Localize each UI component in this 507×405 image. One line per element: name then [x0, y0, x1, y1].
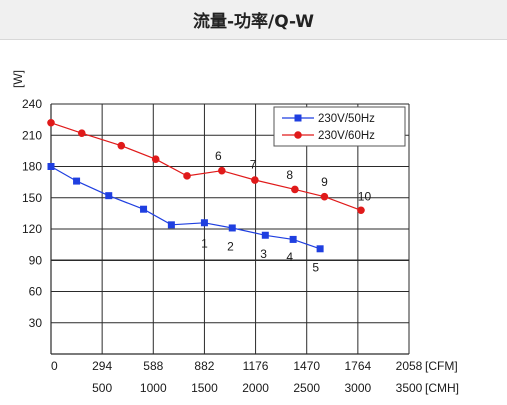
series-line-60hz — [50, 122, 362, 211]
x-tick-label-cfm: 882 — [194, 359, 214, 373]
point-number-label: 6 — [215, 149, 222, 163]
y-tick-label: 60 — [29, 285, 43, 299]
data-point-50hz — [316, 245, 324, 253]
x-tick-label-cmh: 2000 — [242, 381, 269, 395]
data-point-50hz — [140, 205, 148, 213]
point-number-label: 7 — [250, 157, 257, 171]
chart-title: 流量-功率/Q-W — [192, 12, 315, 32]
data-point-60hz — [320, 192, 329, 201]
legend-marker-50hz — [294, 114, 302, 122]
point-number-label: 8 — [286, 168, 293, 182]
x-tick-label-cmh: 500 — [92, 381, 112, 395]
data-point-50hz — [167, 221, 175, 229]
y-tick-label: 30 — [29, 316, 43, 330]
point-number-label: 2 — [227, 240, 234, 254]
y-tick-label: 150 — [22, 191, 42, 205]
legend-marker-60hz — [294, 131, 302, 139]
x-tick-label-cfm: 1176 — [243, 359, 269, 373]
y-axis-label: [W] — [11, 70, 25, 88]
data-point-50hz — [261, 231, 269, 239]
y-tick-label: 180 — [22, 160, 42, 174]
data-point-50hz — [105, 192, 113, 200]
x-tick-label-cmh: 2500 — [293, 381, 320, 395]
data-point-60hz — [251, 176, 259, 184]
data-point-60hz — [151, 155, 160, 164]
x-tick-label-cfm: 1764 — [345, 359, 372, 373]
point-number-label: 4 — [286, 250, 293, 264]
point-labels: 1 2 3 4 5 6 7 8 9 10 — [201, 149, 371, 274]
y-tick-label: 90 — [29, 253, 43, 267]
x-tick-label-cmh: 1500 — [191, 381, 218, 395]
data-point-50hz — [289, 235, 297, 243]
x-tick-label-cfm: 588 — [143, 359, 163, 373]
x-tick-label-cfm: 1470 — [293, 359, 320, 373]
x-tick-label-cmh: 3500 — [396, 381, 423, 395]
legend-label-60hz: 230V/60Hz — [318, 130, 375, 142]
x-unit-cmh: [CMH] — [425, 381, 459, 395]
data-point-50hz — [47, 163, 55, 170]
x-tick-label-cmh: 3000 — [345, 381, 372, 395]
legend: 230V/50Hz 230V/60Hz — [273, 106, 406, 147]
data-point-50hz — [73, 177, 81, 185]
data-point-60hz — [77, 129, 86, 137]
y-tick-label: 240 — [22, 97, 42, 111]
data-point-60hz — [218, 166, 226, 175]
x-unit-cfm: [CFM] — [425, 359, 458, 373]
y-tick-label: 210 — [22, 128, 42, 142]
data-point-60hz — [117, 141, 126, 150]
series-layer — [47, 118, 365, 253]
series-line-50hz — [50, 165, 321, 250]
point-number-label: 3 — [260, 247, 267, 261]
x-tick-label-cfm: 2058 — [396, 359, 423, 373]
data-point-60hz — [47, 118, 55, 127]
title-bar: 流量-功率/Q-W — [0, 0, 507, 40]
point-number-label: 1 — [201, 237, 208, 251]
data-point-60hz — [357, 206, 365, 215]
data-point-60hz — [291, 185, 299, 194]
point-number-label: 9 — [321, 175, 328, 189]
point-number-label: 10 — [358, 190, 372, 204]
x-tick-label-cmh: 1000 — [140, 381, 167, 395]
x-tick-label-cfm: 0 — [51, 359, 58, 373]
data-point-60hz — [183, 172, 191, 180]
legend-label-50hz: 230V/50Hz — [318, 113, 375, 125]
point-number-label: 5 — [312, 261, 319, 275]
legend-box — [273, 106, 406, 147]
data-point-50hz — [228, 224, 236, 232]
data-point-50hz — [200, 219, 208, 227]
x-tick-label-cfm: 294 — [92, 359, 112, 373]
y-tick-label: 120 — [22, 222, 42, 236]
